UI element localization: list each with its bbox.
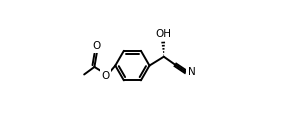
Text: OH: OH bbox=[156, 29, 172, 39]
Text: O: O bbox=[93, 41, 101, 51]
Text: N: N bbox=[188, 67, 196, 77]
Text: O: O bbox=[101, 71, 110, 81]
